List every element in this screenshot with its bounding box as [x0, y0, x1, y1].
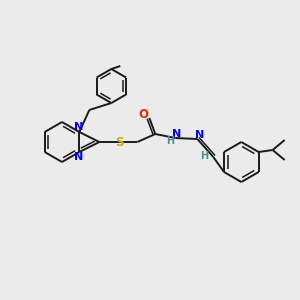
Text: O: O	[138, 107, 148, 121]
Text: N: N	[195, 130, 204, 140]
Text: N: N	[74, 152, 83, 162]
Text: S: S	[115, 136, 124, 148]
Text: N: N	[172, 129, 181, 139]
Text: N: N	[74, 122, 83, 132]
Text: H: H	[200, 151, 208, 161]
Text: H: H	[166, 136, 174, 146]
